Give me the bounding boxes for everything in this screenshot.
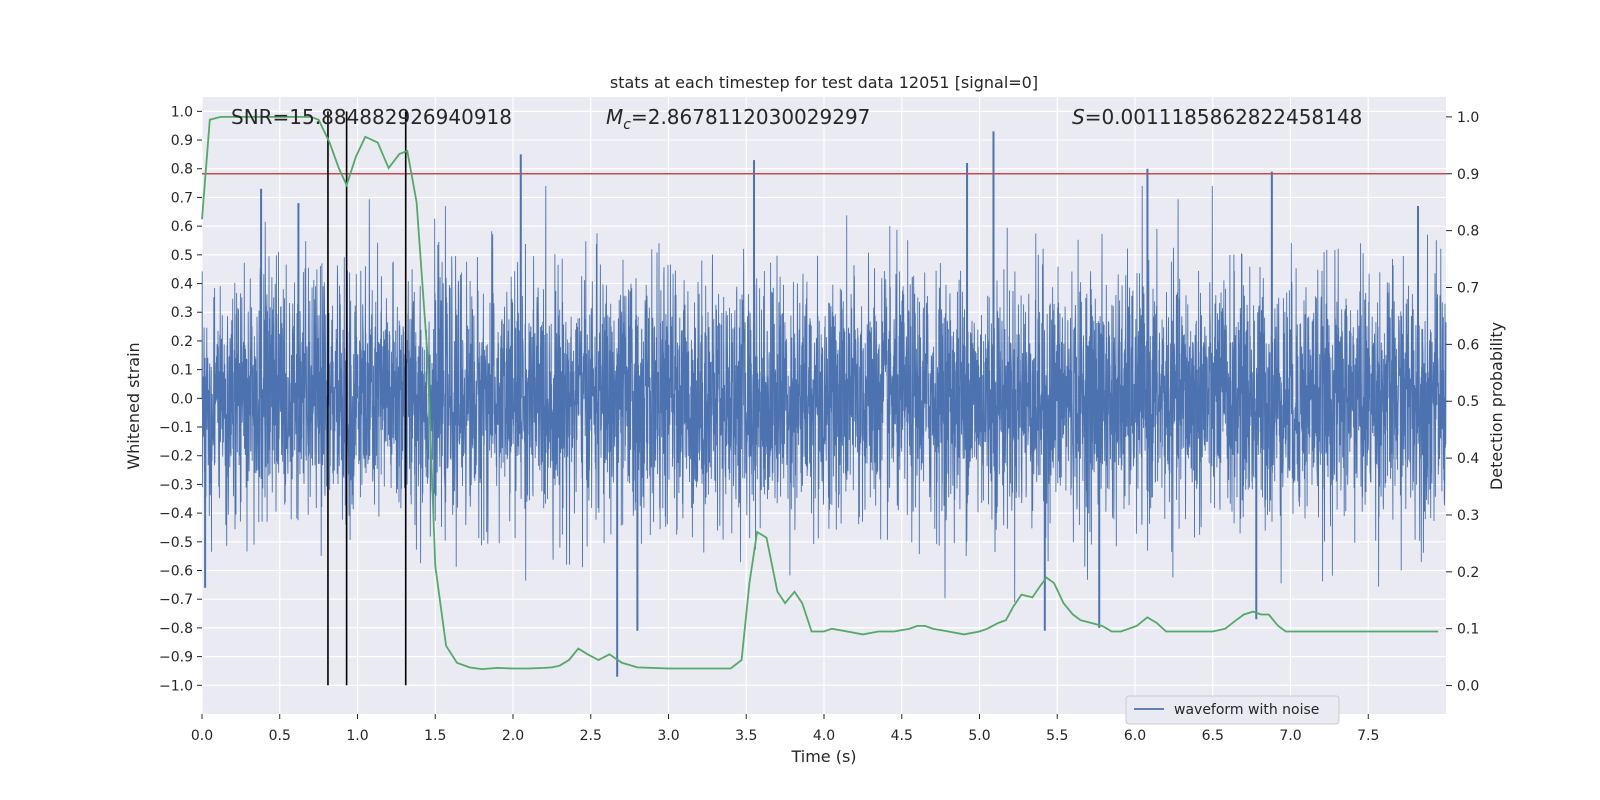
y-tick-label: −0.2 [159,449,193,465]
y-right-tick-label: 0.2 [1457,565,1479,581]
chart: 0.0 0.5 1.0 1.5 2.0 2.5 3.0 3.5 4.0 4.5 5.0 5.5 6.0 6… [0,0,1600,800]
x-tick-label: 0.5 [269,728,291,744]
annotation-s: S=0.0011185862822458148 [1072,105,1362,129]
legend-label: waveform with noise [1174,702,1319,718]
y-tick-label: 0.9 [171,133,193,149]
y-tick-label: 0.5 [171,248,193,264]
y-right-tick-label: 0.3 [1457,508,1479,524]
x-tick-label: 7.5 [1357,728,1379,744]
y-tick-label: 1.0 [171,104,193,120]
x-tick-label: 4.0 [813,728,835,744]
x-tick-label: 3.5 [735,728,757,744]
annotation-chirp-mass-symbol: M [606,105,623,129]
y-tick-label: −0.9 [159,650,193,666]
y-tick-label: −0.7 [159,592,193,608]
y-tick-label: −0.5 [159,535,193,551]
y-right-tick-label: 0.8 [1457,224,1479,240]
y-right-tick-label: 0.4 [1457,451,1479,467]
y-tick-label: 0.6 [171,219,193,235]
x-axis-label: Time (s) [790,747,856,766]
y-tick-label: 0.8 [171,162,193,178]
y-tick-label: 0.1 [171,363,193,379]
x-tick-label: 1.5 [424,728,446,744]
y-right-tick-label: 0.5 [1457,394,1479,410]
annotation-chirp-mass-value: =2.8678112030029297 [631,105,870,129]
legend: waveform with noise [1126,696,1339,724]
annotation-s-value: =0.0011185862822458148 [1085,105,1363,129]
y-tick-label: −0.1 [159,420,193,436]
x-tick-label: 0.0 [191,728,213,744]
chart-title: stats at each timestep for test data 120… [610,73,1038,92]
annotation-chirp-mass: Mc=2.8678112030029297 [606,105,870,133]
y-axis-label: Whitened strain [124,342,143,469]
x-tick-label: 1.0 [346,728,368,744]
x-tick-label: 5.0 [968,728,990,744]
y-right-tick-label: 0.1 [1457,622,1479,638]
y-right-tick-label: 0.6 [1457,337,1479,353]
annotation-s-symbol: S [1072,105,1085,129]
x-tick-label: 7.0 [1279,728,1301,744]
y-tick-label: 0.4 [171,277,193,293]
y-right-tick-label: 0.7 [1457,281,1479,297]
y-right-tick-label: 0.9 [1457,167,1479,183]
x-tick-label: 2.0 [502,728,524,744]
x-tick-label: 6.0 [1124,728,1146,744]
y-tick-label: 0.7 [171,190,193,206]
y-tick-label: −0.8 [159,621,193,637]
y-tick-label: −1.0 [159,678,193,694]
y-tick-label: −0.6 [159,564,193,580]
y-tick-label: 0.2 [171,334,193,350]
y-right-tick-label: 1.0 [1457,110,1479,126]
x-tick-label: 3.0 [657,728,679,744]
x-tick-label: 5.5 [1046,728,1068,744]
x-tick-label: 4.5 [891,728,913,744]
y-right-axis-label: Detection probability [1487,322,1506,490]
y-tick-label: −0.4 [159,506,193,522]
y-right-tick-label: 0.0 [1457,679,1479,695]
annotation-snr: SNR=15.884882926940918 [231,105,512,129]
y-tick-label: 0.0 [171,391,193,407]
y-tick-label: 0.3 [171,305,193,321]
x-tick-label: 2.5 [580,728,602,744]
y-tick-label: −0.3 [159,477,193,493]
x-tick-label: 6.5 [1202,728,1224,744]
